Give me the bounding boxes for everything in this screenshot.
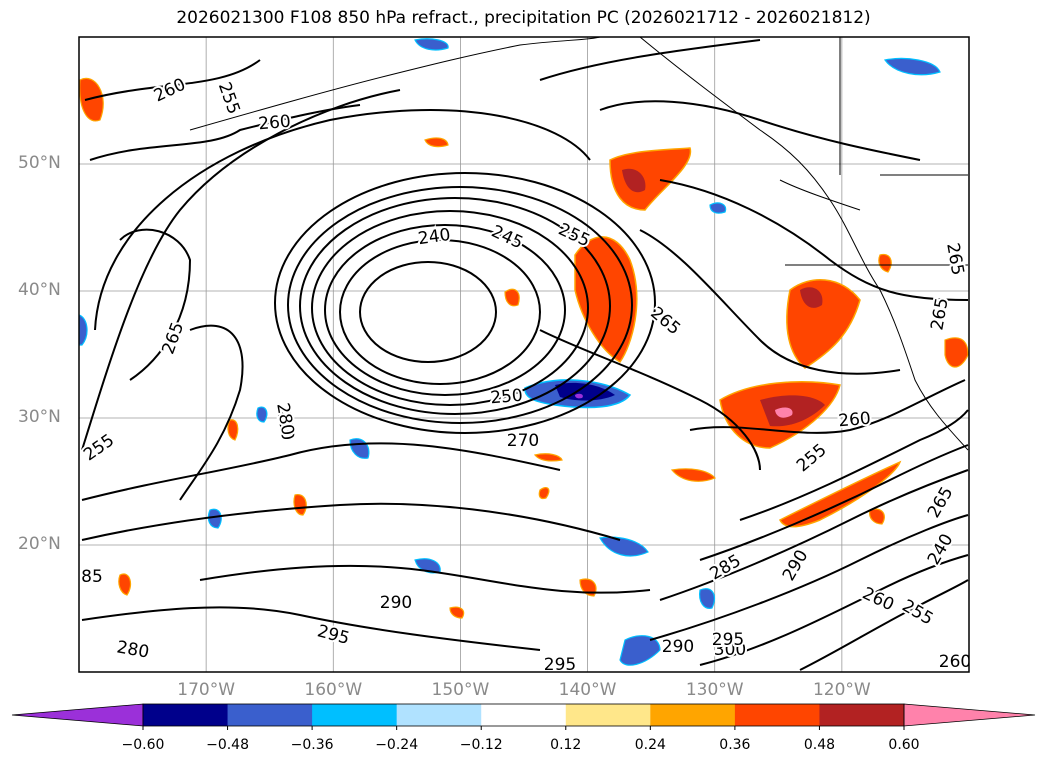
- lon-label: 150°W: [431, 680, 490, 700]
- contour-label-halo: 290: [662, 637, 694, 657]
- lat-label: 30°N: [18, 407, 61, 427]
- graticule: [79, 37, 969, 672]
- colorbar-tick-label: 0.36: [719, 737, 751, 753]
- contour-label-halo: 300: [714, 640, 746, 660]
- colorbar-tick-label: 0.48: [803, 737, 836, 753]
- colorbar-tick-label: −0.12: [459, 737, 503, 753]
- colorbar-tick-label: −0.24: [375, 737, 419, 753]
- colorbar-outline: [142, 703, 905, 727]
- lon-label: 120°W: [812, 680, 871, 700]
- lon-label: 130°W: [685, 680, 744, 700]
- contour-label: 295: [544, 655, 576, 675]
- contour-label: 270: [507, 431, 539, 451]
- colorbar-extend-high: [903, 703, 1036, 727]
- colorbar-segment: [819, 704, 905, 726]
- contour-label-halo: 295: [712, 630, 744, 650]
- colorbar-segment: [481, 704, 567, 726]
- lon-label: 140°W: [558, 680, 617, 700]
- map-frame: [78, 36, 970, 673]
- colorbar-tick-label: −0.36: [290, 737, 334, 753]
- colorbar-extend-low: [11, 703, 144, 727]
- contour-label: 295: [712, 630, 744, 650]
- colorbar-tick-label: 0.60: [888, 737, 920, 753]
- colorbar-tick-label: −0.60: [121, 737, 165, 753]
- coastlines: [189, 37, 969, 451]
- colorbar-segment: [565, 704, 651, 726]
- colorbar-tick-label: 0.24: [634, 737, 666, 753]
- colorbar-segment: [734, 704, 820, 726]
- lat-label: 50°N: [18, 153, 61, 173]
- map-background: [79, 37, 969, 672]
- contour-label: 250: [490, 386, 524, 409]
- colorbar-tick-label: 0.12: [550, 737, 582, 753]
- colorbar-segment: [650, 704, 736, 726]
- contour-label-halo: 260: [939, 652, 971, 672]
- contour-label: 85: [81, 567, 103, 587]
- colorbar-segment: [312, 704, 398, 726]
- colorbar: [11, 703, 1036, 730]
- contour-label: 240: [417, 225, 452, 249]
- contour-label: 260: [939, 652, 971, 672]
- lon-label: 160°W: [304, 680, 363, 700]
- contour-label-halo: 290: [380, 593, 412, 613]
- contour-label: 290: [662, 637, 694, 657]
- contour-label: 260: [838, 409, 872, 432]
- lon-label: 170°W: [177, 680, 236, 700]
- map-title: 2026021300 F108 850 hPa refract., precip…: [176, 8, 871, 28]
- contour-label-halo: 260: [258, 112, 292, 135]
- contour-label-halo: 85: [81, 567, 103, 587]
- colorbar-segments: [11, 703, 1036, 730]
- colorbar-segment: [396, 704, 482, 726]
- lat-label: 20°N: [18, 534, 61, 554]
- colorbar-segment: [143, 704, 229, 726]
- colorbar-tick-label: −0.48: [206, 737, 249, 753]
- contour-label-halo: 240: [417, 225, 452, 249]
- contour-label-halo: 250: [490, 386, 524, 409]
- contour-label-halo: 295: [544, 655, 576, 675]
- lat-label: 40°N: [18, 280, 61, 300]
- colorbar-segment: [227, 704, 313, 726]
- contour-label: 300: [714, 640, 746, 660]
- contour-label: 260: [258, 112, 292, 135]
- contour-label-halo: 260: [838, 409, 872, 432]
- contour-label: 290: [380, 593, 412, 613]
- precipitation-shading: [79, 38, 969, 666]
- contour-label-halo: 270: [507, 431, 539, 451]
